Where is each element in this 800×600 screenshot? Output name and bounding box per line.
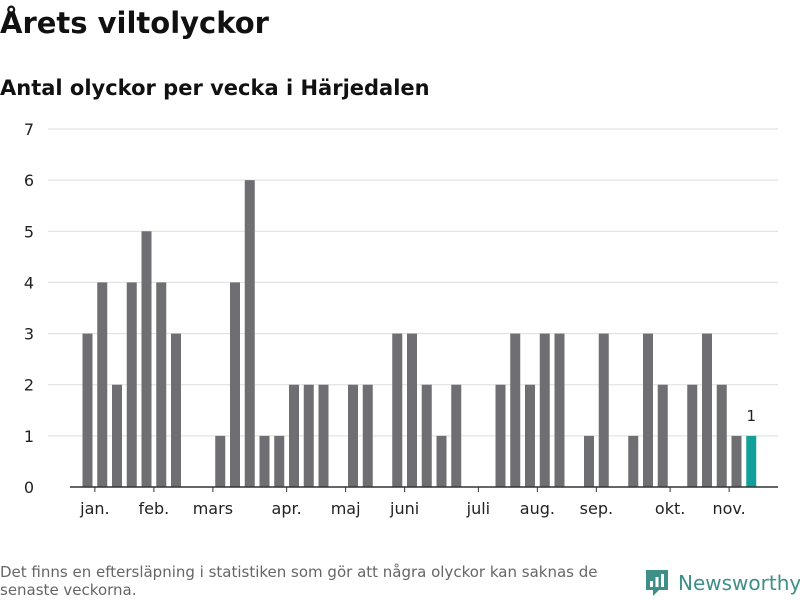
y-tick-label: 7	[24, 120, 34, 139]
bar	[97, 282, 108, 487]
bar	[510, 333, 521, 487]
bar	[230, 282, 240, 487]
bar	[628, 435, 639, 487]
bar	[598, 333, 609, 487]
bar	[112, 384, 122, 487]
bar	[82, 333, 93, 487]
brand-name: Newsworthy	[678, 571, 800, 595]
bar	[539, 333, 550, 487]
bar	[716, 384, 727, 487]
y-tick-label: 0	[24, 478, 34, 497]
bar	[421, 384, 432, 487]
x-tick-label: maj	[331, 499, 361, 518]
bar	[141, 231, 152, 487]
bar	[451, 384, 462, 487]
x-tick-label: sep.	[580, 499, 613, 518]
y-tick-label: 1	[24, 427, 34, 446]
bar	[407, 333, 417, 487]
footnote: Det finns en eftersläpning i statistiken…	[0, 563, 598, 599]
chart-subtitle: Antal olyckor per vecka i Härjedalen	[0, 76, 430, 100]
bar	[362, 384, 373, 487]
x-tick-label: nov.	[713, 499, 746, 518]
x-tick-label: jan.	[79, 499, 109, 518]
bar	[274, 435, 285, 487]
chart-title: Årets viltolyckor	[0, 6, 269, 40]
x-tick-label: feb.	[139, 499, 170, 518]
y-tick-label: 6	[24, 171, 34, 190]
bar-highlight	[746, 435, 757, 487]
y-tick-label: 5	[24, 222, 34, 241]
bar	[657, 384, 668, 487]
bar	[687, 384, 698, 487]
bar	[495, 384, 506, 487]
brand-logo: Newsworthy	[644, 568, 800, 598]
bar	[244, 180, 255, 487]
x-tick-label: mars	[193, 499, 233, 518]
bar	[259, 435, 270, 487]
x-tick-label: juni	[389, 499, 419, 518]
bar	[584, 435, 594, 487]
bar	[643, 333, 653, 487]
bar	[156, 282, 167, 487]
x-tick-label: juli	[466, 499, 490, 518]
bar	[318, 384, 329, 487]
y-tick-label: 3	[24, 325, 34, 344]
bar	[702, 333, 712, 487]
bar	[554, 333, 565, 487]
y-tick-label: 4	[24, 273, 34, 292]
x-tick-label: apr.	[272, 499, 302, 518]
bar	[303, 384, 314, 487]
bar	[126, 282, 137, 487]
bar	[348, 384, 358, 487]
bar	[436, 435, 447, 487]
x-tick-label: okt.	[655, 499, 685, 518]
data-label: 1	[746, 407, 756, 425]
y-tick-label: 2	[24, 376, 34, 395]
bar-chart: 0 1 2 3 4 5 6 7 1 jan. feb. mars apr. maj juni juli aug.…	[24, 120, 778, 518]
bar	[171, 333, 181, 487]
bar	[525, 384, 535, 487]
bar	[215, 435, 226, 487]
x-tick-label: aug.	[520, 499, 555, 518]
bar	[392, 333, 403, 487]
bar-chart-speech-bubble-icon	[646, 570, 668, 596]
bar	[289, 384, 299, 487]
bar	[731, 435, 742, 487]
